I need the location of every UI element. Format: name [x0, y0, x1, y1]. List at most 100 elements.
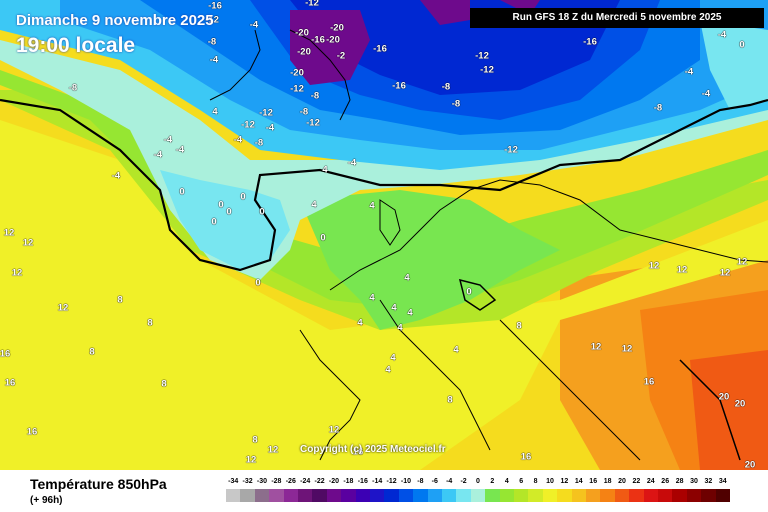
isotherm-label: -12 — [305, 0, 319, 9]
scale-swatch — [384, 489, 399, 502]
scale-tick: 22 — [632, 478, 641, 485]
isotherm-label: 8 — [516, 320, 522, 332]
isotherm-label: 0 — [255, 277, 261, 289]
scale-tick: 6 — [519, 478, 524, 485]
scale-tick: -30 — [256, 478, 268, 485]
scale-tick: -26 — [285, 478, 296, 485]
forecast-date: Dimanche 9 novembre 2025 — [16, 12, 214, 29]
isotherm-label: 4 — [385, 364, 391, 376]
isotherm-label: -16 — [373, 43, 387, 55]
isotherm-label: 4 — [212, 106, 218, 118]
isotherm-label: -16 — [392, 80, 406, 92]
isotherm-label: -12 — [475, 50, 489, 62]
scale-swatch — [312, 489, 327, 502]
scale-swatch — [672, 489, 687, 502]
scale-tick: -12 — [386, 478, 397, 485]
temperature-map — [0, 0, 768, 470]
isotherm-label: -8 — [653, 102, 663, 114]
scale-tick: -10 — [400, 478, 412, 485]
isotherm-label: -4 — [249, 19, 259, 31]
isotherm-label: 0 — [226, 206, 232, 218]
isotherm-label: 8 — [161, 378, 167, 390]
scale-swatch — [442, 489, 457, 502]
isotherm-label: 0 — [466, 286, 472, 298]
isotherm-label: 8 — [447, 394, 453, 406]
isotherm-label: -12 — [290, 83, 304, 95]
isotherm-label: 16 — [4, 377, 16, 389]
isotherm-label: 0 — [211, 216, 217, 228]
scale-swatch — [571, 489, 586, 502]
scale-tick: 34 — [718, 478, 727, 485]
isotherm-label: -8 — [299, 106, 309, 118]
isotherm-label: -20 — [326, 34, 340, 46]
isotherm-label: 8 — [252, 434, 258, 446]
scale-tick: 18 — [603, 478, 612, 485]
isotherm-label: 4 — [397, 322, 403, 334]
scale-tick: 16 — [589, 478, 598, 485]
isotherm-label: -4 — [111, 170, 121, 182]
scale-swatch — [240, 489, 255, 502]
scale-swatch — [298, 489, 313, 502]
scale-swatch — [557, 489, 572, 502]
isotherm-label: 12 — [648, 260, 660, 272]
scale-tick: 24 — [646, 478, 655, 485]
scale-tick: -6 — [431, 478, 438, 485]
isotherm-label: 12 — [22, 237, 34, 249]
isotherm-label: 12 — [328, 424, 340, 436]
scale-swatch — [485, 489, 500, 502]
isotherm-label: 12 — [736, 256, 748, 268]
scale-tick: 4 — [504, 478, 509, 485]
scale-tick: -18 — [343, 478, 354, 485]
isotherm-label: -12 — [504, 144, 518, 156]
isotherm-label: 0 — [259, 206, 265, 218]
isotherm-label: -8 — [441, 81, 451, 93]
scale-swatch — [370, 489, 385, 502]
isotherm-label: 4 — [369, 200, 375, 212]
isotherm-label: -8 — [68, 82, 78, 94]
isotherm-label: -12 — [306, 117, 320, 129]
isotherm-label: -20 — [297, 46, 311, 58]
isotherm-label: -4 — [265, 122, 275, 134]
scale-tick: 28 — [675, 478, 684, 485]
isotherm-label: -8 — [254, 137, 264, 149]
scale-tick: -14 — [372, 478, 383, 485]
isotherm-label: -8 — [451, 98, 461, 110]
scale-swatch — [326, 489, 342, 502]
isotherm-label: 0 — [218, 199, 224, 211]
scale-swatch — [658, 489, 673, 502]
isotherm-label: -20 — [290, 67, 304, 79]
isotherm-label: 12 — [11, 267, 23, 279]
isotherm-label: 8 — [89, 346, 95, 358]
scale-tick: 26 — [661, 478, 670, 485]
scale-swatch — [269, 489, 284, 502]
scale-swatch — [542, 489, 558, 502]
isotherm-label: -4 — [347, 157, 357, 169]
scale-swatch — [283, 489, 298, 502]
isotherm-label: -12 — [480, 64, 494, 76]
scale-tick: 32 — [704, 478, 713, 485]
scale-tick: 14 — [574, 478, 583, 485]
scale-swatch — [499, 489, 514, 502]
isotherm-label: -16 — [208, 0, 222, 12]
isotherm-label: 4 — [311, 199, 317, 211]
scale-tick: -16 — [357, 478, 368, 485]
scale-tick: 30 — [690, 478, 698, 485]
scale-tick: -2 — [460, 478, 467, 485]
isotherm-label: 12 — [57, 302, 69, 314]
isotherm-label: 4 — [369, 292, 375, 304]
isotherm-label: 4 — [391, 302, 397, 314]
scale-swatch — [355, 489, 370, 502]
isotherm-label: 4 — [357, 317, 363, 329]
isotherm-label: -4 — [175, 144, 185, 156]
scale-tick: -34 — [228, 478, 239, 485]
isotherm-label: -4 — [684, 66, 694, 78]
isotherm-label: 4 — [390, 352, 396, 364]
copyright: Copyright (c) 2025 Meteociel.fr — [300, 444, 446, 455]
scale-swatch — [715, 489, 730, 502]
scale-tick: -22 — [314, 478, 325, 485]
isotherm-label: 0 — [179, 186, 185, 198]
isotherm-label: 4 — [404, 272, 410, 284]
scale-swatch — [413, 489, 428, 502]
isotherm-label: -8 — [207, 36, 217, 48]
isotherm-label: -20 — [330, 22, 344, 34]
